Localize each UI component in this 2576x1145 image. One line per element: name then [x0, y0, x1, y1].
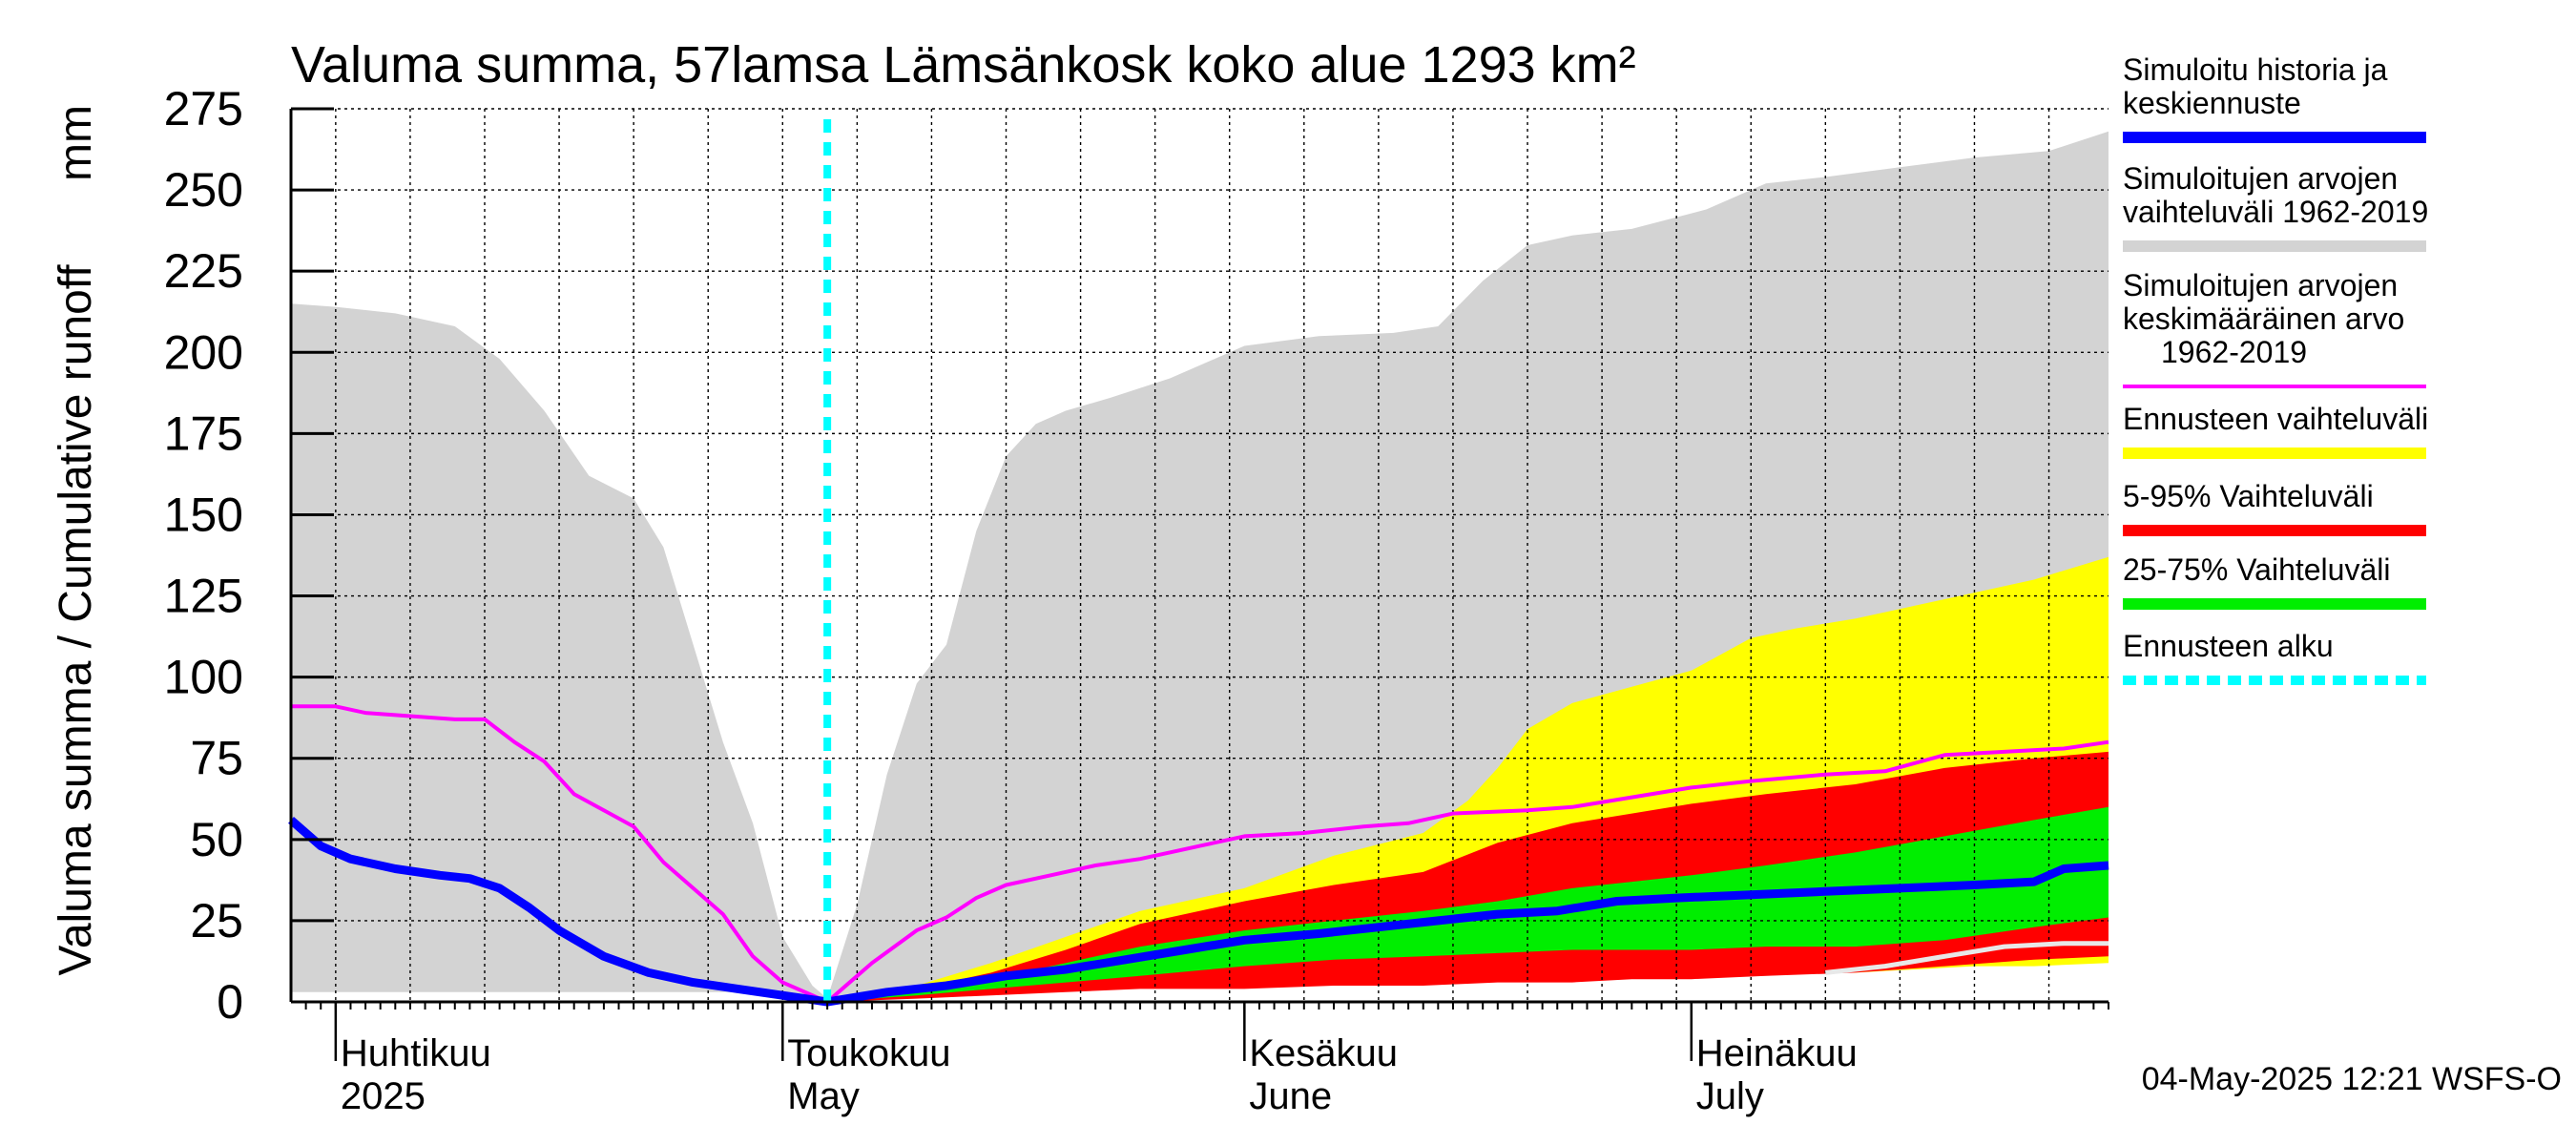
legend-label: Simuloitujen arvojen	[2123, 161, 2398, 196]
legend-label: vaihteluväli 1962-2019	[2123, 195, 2428, 229]
chart-title: Valuma summa, 57lamsa Lämsänkosk koko al…	[291, 36, 1636, 94]
legend-label: 1962-2019	[2161, 335, 2307, 369]
y-axis-label: Valuma summa / Cumulative runoff	[51, 264, 101, 976]
y-tick-label: 25	[190, 894, 243, 947]
y-axis-unit: mm	[51, 105, 101, 181]
x-year-label: 2025	[341, 1075, 426, 1117]
legend-label: Ennusteen alku	[2123, 629, 2334, 663]
timestamp-footer: 04-May-2025 12:21 WSFS-O	[2142, 1061, 2562, 1097]
y-tick-label: 0	[217, 975, 243, 1029]
x-month-label: Heinäkuu	[1696, 1032, 1858, 1074]
legend-label: 5-95% Vaihteluväli	[2123, 479, 2374, 513]
legend-label: Simuloitu historia ja	[2123, 52, 2388, 87]
x-year-label: May	[787, 1075, 860, 1117]
y-tick-label: 150	[164, 488, 243, 541]
legend-label: 25-75% Vaihteluväli	[2123, 552, 2390, 587]
y-tick-label: 50	[190, 813, 243, 866]
y-tick-label: 250	[164, 163, 243, 217]
legend-label: Ennusteen vaihteluväli	[2123, 402, 2428, 436]
x-month-label: Toukokuu	[787, 1032, 950, 1074]
y-tick-label: 175	[164, 406, 243, 460]
light-line	[1825, 941, 2109, 975]
mean-line	[291, 704, 2109, 1004]
x-month-label: Kesäkuu	[1249, 1032, 1398, 1074]
y-tick-label: 275	[164, 82, 243, 135]
y-tick-label: 200	[164, 325, 243, 379]
y-tick-label: 100	[164, 651, 243, 704]
x-month-label: Huhtikuu	[341, 1032, 491, 1074]
legend-label: Simuloitujen arvojen	[2123, 268, 2398, 302]
x-year-label: June	[1249, 1075, 1332, 1117]
y-tick-label: 125	[164, 570, 243, 623]
x-year-label: July	[1696, 1075, 1764, 1117]
legend-label: keskiennuste	[2123, 86, 2301, 120]
legend-label: keskimääräinen arvo	[2123, 302, 2404, 336]
y-tick-label: 225	[164, 244, 243, 298]
y-tick-label: 75	[190, 732, 243, 785]
median-forecast-line	[288, 817, 2109, 1007]
grid	[291, 108, 2109, 1002]
plot-area: 0 25 50 75 100 125 150 175 200 225 250 275 Huhtikuu2…	[164, 82, 2109, 1117]
